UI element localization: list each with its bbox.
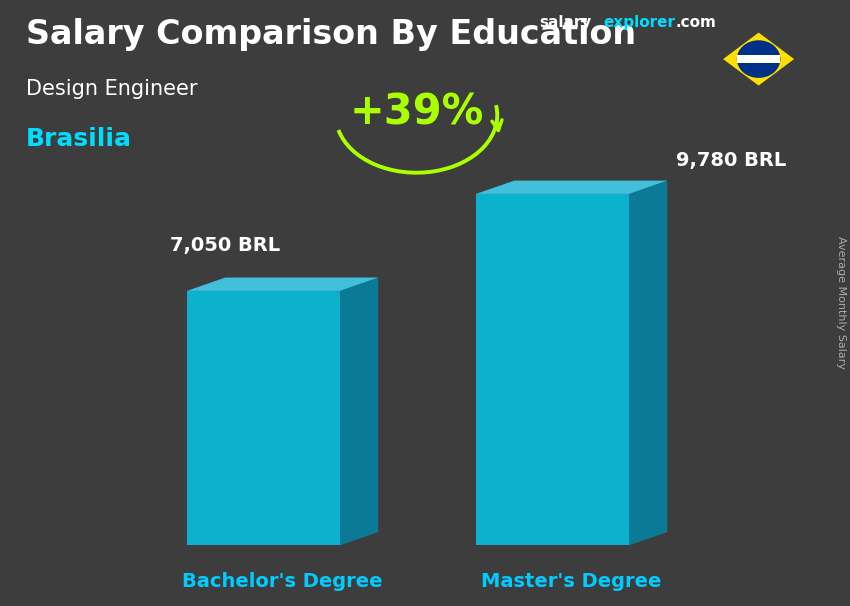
Circle shape (737, 40, 780, 78)
Text: .com: .com (676, 15, 717, 30)
Polygon shape (629, 181, 667, 545)
Text: explorer: explorer (604, 15, 676, 30)
Text: +39%: +39% (349, 91, 484, 133)
Polygon shape (187, 278, 378, 291)
Text: Design Engineer: Design Engineer (26, 79, 197, 99)
Polygon shape (476, 194, 629, 545)
Text: Master's Degree: Master's Degree (481, 572, 662, 591)
Text: Bachelor's Degree: Bachelor's Degree (183, 572, 382, 591)
Polygon shape (340, 278, 378, 545)
Polygon shape (476, 181, 667, 194)
Polygon shape (187, 291, 340, 545)
Text: salary: salary (540, 15, 592, 30)
Text: 7,050 BRL: 7,050 BRL (170, 236, 280, 255)
Text: 9,780 BRL: 9,780 BRL (676, 151, 786, 170)
Text: Brasilia: Brasilia (26, 127, 132, 152)
Text: Salary Comparison By Education: Salary Comparison By Education (26, 18, 636, 51)
Polygon shape (723, 33, 794, 85)
Text: Average Monthly Salary: Average Monthly Salary (836, 236, 846, 370)
Bar (737, 55, 780, 63)
